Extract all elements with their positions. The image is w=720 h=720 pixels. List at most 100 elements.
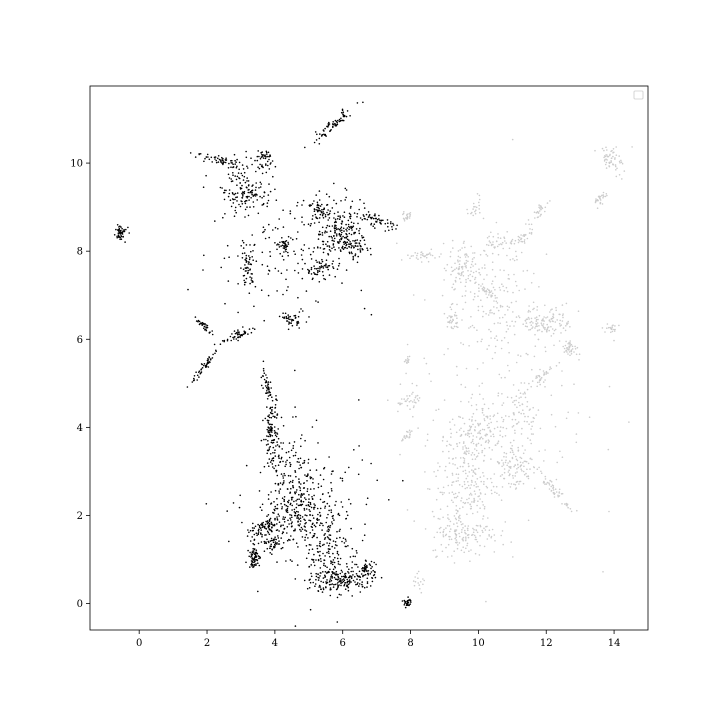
data-point: [522, 452, 525, 455]
data-point: [474, 552, 477, 555]
data-point: [460, 531, 463, 533]
data-point: [313, 210, 316, 212]
data-point: [520, 396, 522, 399]
data-point: [270, 416, 273, 419]
data-point: [565, 502, 568, 505]
data-point: [334, 504, 336, 506]
data-point: [497, 309, 500, 312]
data-point: [298, 486, 301, 488]
data-point: [341, 221, 344, 223]
data-point: [294, 625, 297, 627]
data-point: [387, 399, 389, 402]
data-point: [563, 347, 566, 350]
data-point: [501, 283, 503, 286]
data-point: [307, 462, 310, 464]
data-point: [454, 464, 456, 466]
data-point: [491, 449, 494, 451]
data-point: [384, 230, 387, 232]
data-point: [450, 273, 452, 276]
data-point: [346, 566, 348, 568]
data-point: [485, 253, 488, 256]
data-point: [251, 529, 254, 532]
data-point: [298, 524, 301, 527]
data-point: [609, 161, 611, 164]
data-point: [604, 331, 606, 333]
data-point: [224, 161, 227, 164]
data-point: [611, 330, 614, 333]
data-point: [282, 293, 284, 296]
data-point: [260, 529, 263, 531]
data-point: [501, 474, 504, 476]
data-point: [277, 437, 280, 440]
data-point: [475, 444, 477, 446]
data-point: [522, 409, 524, 412]
data-point: [330, 579, 333, 582]
data-point: [274, 432, 276, 434]
data-point: [468, 494, 471, 496]
data-point: [558, 488, 561, 491]
data-point: [531, 425, 533, 428]
data-point: [467, 447, 470, 450]
data-point: [350, 246, 353, 249]
data-point: [427, 488, 429, 490]
data-point: [356, 102, 359, 104]
data-point: [614, 325, 616, 327]
data-point: [483, 250, 486, 252]
data-point: [251, 185, 253, 187]
data-point: [198, 153, 200, 156]
data-point: [548, 319, 551, 321]
data-point: [336, 573, 339, 576]
data-point: [473, 256, 475, 259]
data-point: [332, 568, 335, 571]
data-point: [335, 233, 338, 235]
data-point: [211, 330, 213, 332]
data-point: [465, 447, 468, 450]
data-point: [354, 581, 356, 583]
data-point: [452, 457, 455, 460]
data-point: [505, 427, 508, 430]
data-point: [267, 392, 269, 394]
data-point: [388, 229, 390, 232]
data-point: [331, 521, 333, 523]
data-point: [516, 258, 518, 261]
data-point: [358, 242, 361, 244]
data-point: [555, 478, 558, 481]
data-point: [611, 328, 613, 331]
data-point: [546, 202, 549, 204]
data-point: [523, 420, 526, 423]
data-point: [350, 570, 353, 573]
data-point: [274, 416, 276, 419]
data-point: [447, 517, 449, 519]
data-point: [267, 521, 270, 524]
data-point: [471, 469, 473, 471]
data-point: [289, 491, 292, 494]
data-point: [522, 393, 524, 395]
data-point: [491, 268, 494, 271]
data-point: [507, 274, 510, 276]
data-point: [365, 213, 368, 216]
data-point: [334, 556, 336, 559]
data-point: [302, 462, 304, 465]
data-point: [232, 336, 234, 339]
data-point: [366, 218, 369, 221]
data-point: [120, 238, 123, 240]
data-point: [301, 268, 304, 270]
data-point: [312, 522, 314, 525]
data-point: [414, 396, 417, 399]
data-point: [289, 315, 292, 318]
data-point: [360, 573, 363, 575]
data-point: [471, 416, 474, 418]
data-point: [295, 451, 297, 454]
data-point: [243, 171, 246, 174]
data-point: [468, 429, 471, 432]
data-point: [322, 240, 325, 243]
data-point: [259, 163, 261, 166]
data-point: [480, 285, 482, 287]
data-point: [483, 414, 485, 416]
data-point: [481, 409, 484, 412]
data-point: [357, 473, 360, 476]
data-point: [270, 429, 272, 432]
data-point: [317, 558, 320, 561]
data-point: [297, 513, 300, 516]
data-point: [354, 242, 357, 244]
